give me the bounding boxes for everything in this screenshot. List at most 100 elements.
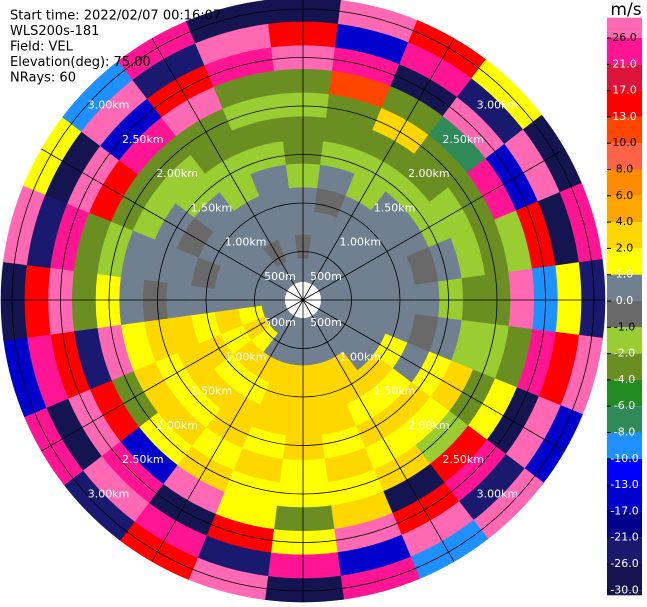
colorbar-tick-label: -4.0 <box>614 373 635 386</box>
cell <box>320 140 366 175</box>
cell <box>233 195 270 230</box>
cell <box>88 378 140 442</box>
spoke <box>41 299 304 452</box>
cell <box>190 311 221 344</box>
cell <box>336 370 373 405</box>
cell <box>314 382 347 413</box>
cell <box>175 382 221 428</box>
colorbar-swatch <box>607 143 642 170</box>
cell <box>522 405 583 486</box>
cell <box>328 491 393 530</box>
cell <box>259 187 292 218</box>
cell <box>354 324 386 355</box>
cell <box>385 382 431 428</box>
range-ring <box>11 8 595 592</box>
range-label: 2.50km <box>442 133 484 146</box>
cell <box>335 259 364 285</box>
cell <box>240 140 286 175</box>
cell <box>345 389 387 427</box>
cell <box>342 228 375 261</box>
cell <box>231 117 283 153</box>
colorbar-swatch <box>607 274 642 301</box>
range-ring <box>157 154 449 446</box>
cell <box>485 387 540 457</box>
cell <box>175 107 234 155</box>
cell <box>286 316 301 342</box>
colorbar: 26.0 21.0 17.0 13.0 10.0 8.0 6.0 4.0 2.0 1.0 0.0 -1… <box>607 17 642 596</box>
cell <box>62 59 135 132</box>
colorbar-tick-label: -26.0 <box>610 557 638 570</box>
cell <box>363 426 416 471</box>
colorbar-swatch <box>607 458 642 486</box>
cell <box>390 482 460 537</box>
cell <box>198 333 233 370</box>
range-label: 2.00km <box>408 419 450 432</box>
cell <box>323 447 375 483</box>
cell <box>428 115 488 175</box>
cell <box>428 237 463 283</box>
cell <box>154 351 196 399</box>
cell <box>328 70 393 109</box>
cell <box>308 234 329 262</box>
cell <box>319 302 345 317</box>
cell <box>537 192 580 269</box>
colorbar-tick-label: -6.0 <box>614 399 635 412</box>
cell <box>50 201 91 272</box>
cell <box>117 519 198 580</box>
cell <box>414 134 469 189</box>
cell <box>406 247 439 286</box>
cell <box>385 172 431 218</box>
cell <box>504 396 561 471</box>
cell <box>261 283 287 298</box>
cell <box>185 0 269 44</box>
cell <box>66 143 121 213</box>
cell <box>371 368 412 409</box>
cell <box>250 247 278 275</box>
cell <box>345 173 387 211</box>
cell <box>269 266 293 290</box>
cell <box>268 211 295 240</box>
cell <box>385 311 416 344</box>
cell <box>156 396 207 447</box>
cell <box>250 403 289 436</box>
cell <box>399 153 450 204</box>
cell <box>313 266 337 290</box>
cell <box>456 78 525 147</box>
cell <box>356 210 393 247</box>
cell <box>335 315 364 341</box>
range-label: 1.00km <box>225 350 267 363</box>
cell <box>319 283 345 298</box>
cell <box>522 114 583 195</box>
cell <box>220 245 252 276</box>
overlay <box>1 0 605 602</box>
colorbar-tick-label: -2.0 <box>614 347 635 360</box>
colorbar-swatch <box>607 564 642 591</box>
colorbar-tick-label: 17.0 <box>612 84 637 97</box>
cell <box>471 59 544 132</box>
range-label: 2.00km <box>156 419 198 432</box>
cell <box>248 217 279 249</box>
cell <box>372 107 431 155</box>
cell <box>194 191 235 232</box>
cell <box>485 143 540 213</box>
info-line: Start time: 2022/02/07 00:16:07 <box>10 9 221 24</box>
cell <box>26 192 69 269</box>
cell <box>471 468 544 541</box>
cell <box>406 314 439 353</box>
cell <box>231 339 264 372</box>
cell <box>286 258 301 284</box>
cell <box>190 256 221 289</box>
cell <box>371 191 412 232</box>
cell <box>559 182 603 266</box>
cell <box>120 320 156 372</box>
cell <box>62 468 135 541</box>
colorbar-swatch <box>607 537 642 564</box>
range-label: 2.00km <box>408 167 450 180</box>
cell <box>190 129 243 174</box>
colorbar-tick-label: 10.0 <box>612 136 637 149</box>
cell <box>323 117 375 153</box>
range-label: 1.50km <box>374 385 416 398</box>
cell <box>261 302 287 317</box>
cell <box>410 351 452 399</box>
cell <box>450 228 486 280</box>
